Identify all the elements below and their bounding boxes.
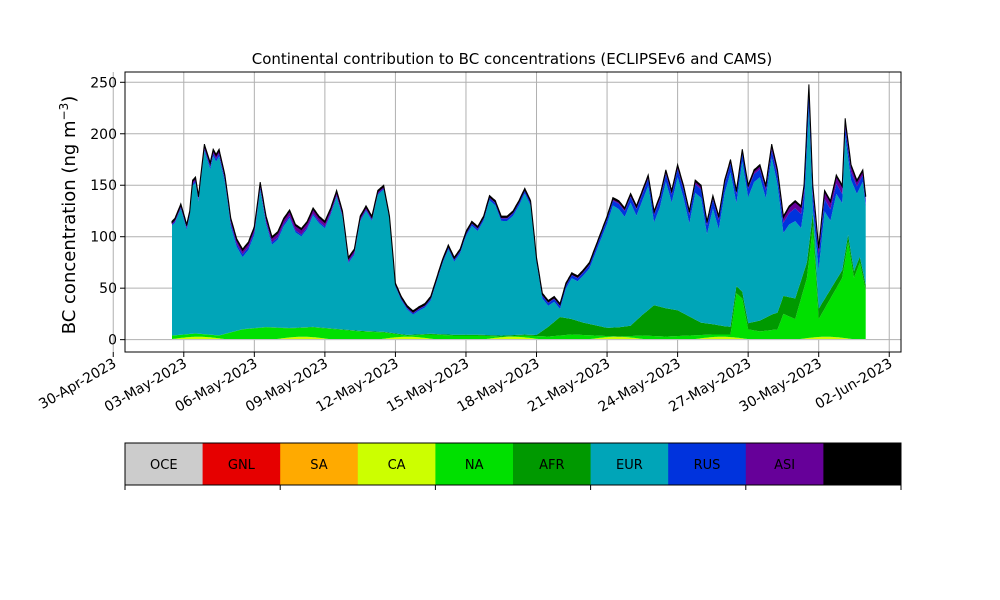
y-tick-label: 100: [90, 230, 117, 246]
legend-frame: [124, 442, 902, 486]
area-rus: [172, 93, 866, 315]
legend-label-afr: AFR: [539, 458, 564, 473]
area-aus: [171, 84, 867, 313]
y-tick-label: 150: [90, 178, 117, 194]
legend-swatch-gnl: [202, 443, 281, 485]
legend-label-sa: SA: [310, 458, 327, 473]
x-tick-label: 02-Jun-2023: [813, 356, 896, 413]
plot-frame: [124, 71, 902, 353]
area-layer: [171, 84, 867, 340]
y-axis-label: BC concentration (ng m−3): [57, 96, 80, 335]
area-ca: [172, 336, 866, 339]
y-tick-label: 0: [108, 333, 117, 349]
legend-label-rus: RUS: [694, 458, 721, 473]
area-eur: [172, 108, 866, 336]
legend-label-eur: EUR: [616, 458, 643, 473]
legend-swatch-sa: [280, 443, 359, 485]
legend-label-aus: AUS: [849, 458, 876, 473]
legend-label-oce: OCE: [150, 458, 178, 473]
y-axis-label-main: BC concentration (ng m: [59, 120, 80, 334]
legend-swatch-na: [435, 443, 514, 485]
legend-swatch-aus: [823, 443, 902, 485]
legend-swatch-rus: [668, 443, 747, 485]
area-oce: [172, 339, 866, 340]
y-axis-label-sup: −3: [57, 103, 71, 121]
y-tick-label: 250: [90, 75, 117, 91]
legend-swatch-oce: [125, 443, 204, 485]
y-axis-label-close: ): [59, 96, 80, 103]
legend-swatch-eur: [590, 443, 669, 485]
area-na: [172, 226, 866, 339]
legend-label-gnl: GNL: [228, 458, 256, 473]
legend-label-ca: CA: [388, 458, 406, 473]
legend-swatch-ca: [357, 443, 436, 485]
y-tick-label: 200: [90, 127, 117, 143]
legend-swatch-afr: [513, 443, 592, 485]
legend-label-na: NA: [465, 458, 484, 473]
chart-title: Continental contribution to BC concentra…: [252, 50, 773, 68]
y-tick-label: 50: [99, 281, 117, 297]
legend-label-asi: ASI: [774, 458, 795, 473]
legend-swatch-asi: [745, 443, 824, 485]
region-legend: OCE GNL SA CA NA AFR EUR RUS ASI AUS: [124, 442, 902, 490]
